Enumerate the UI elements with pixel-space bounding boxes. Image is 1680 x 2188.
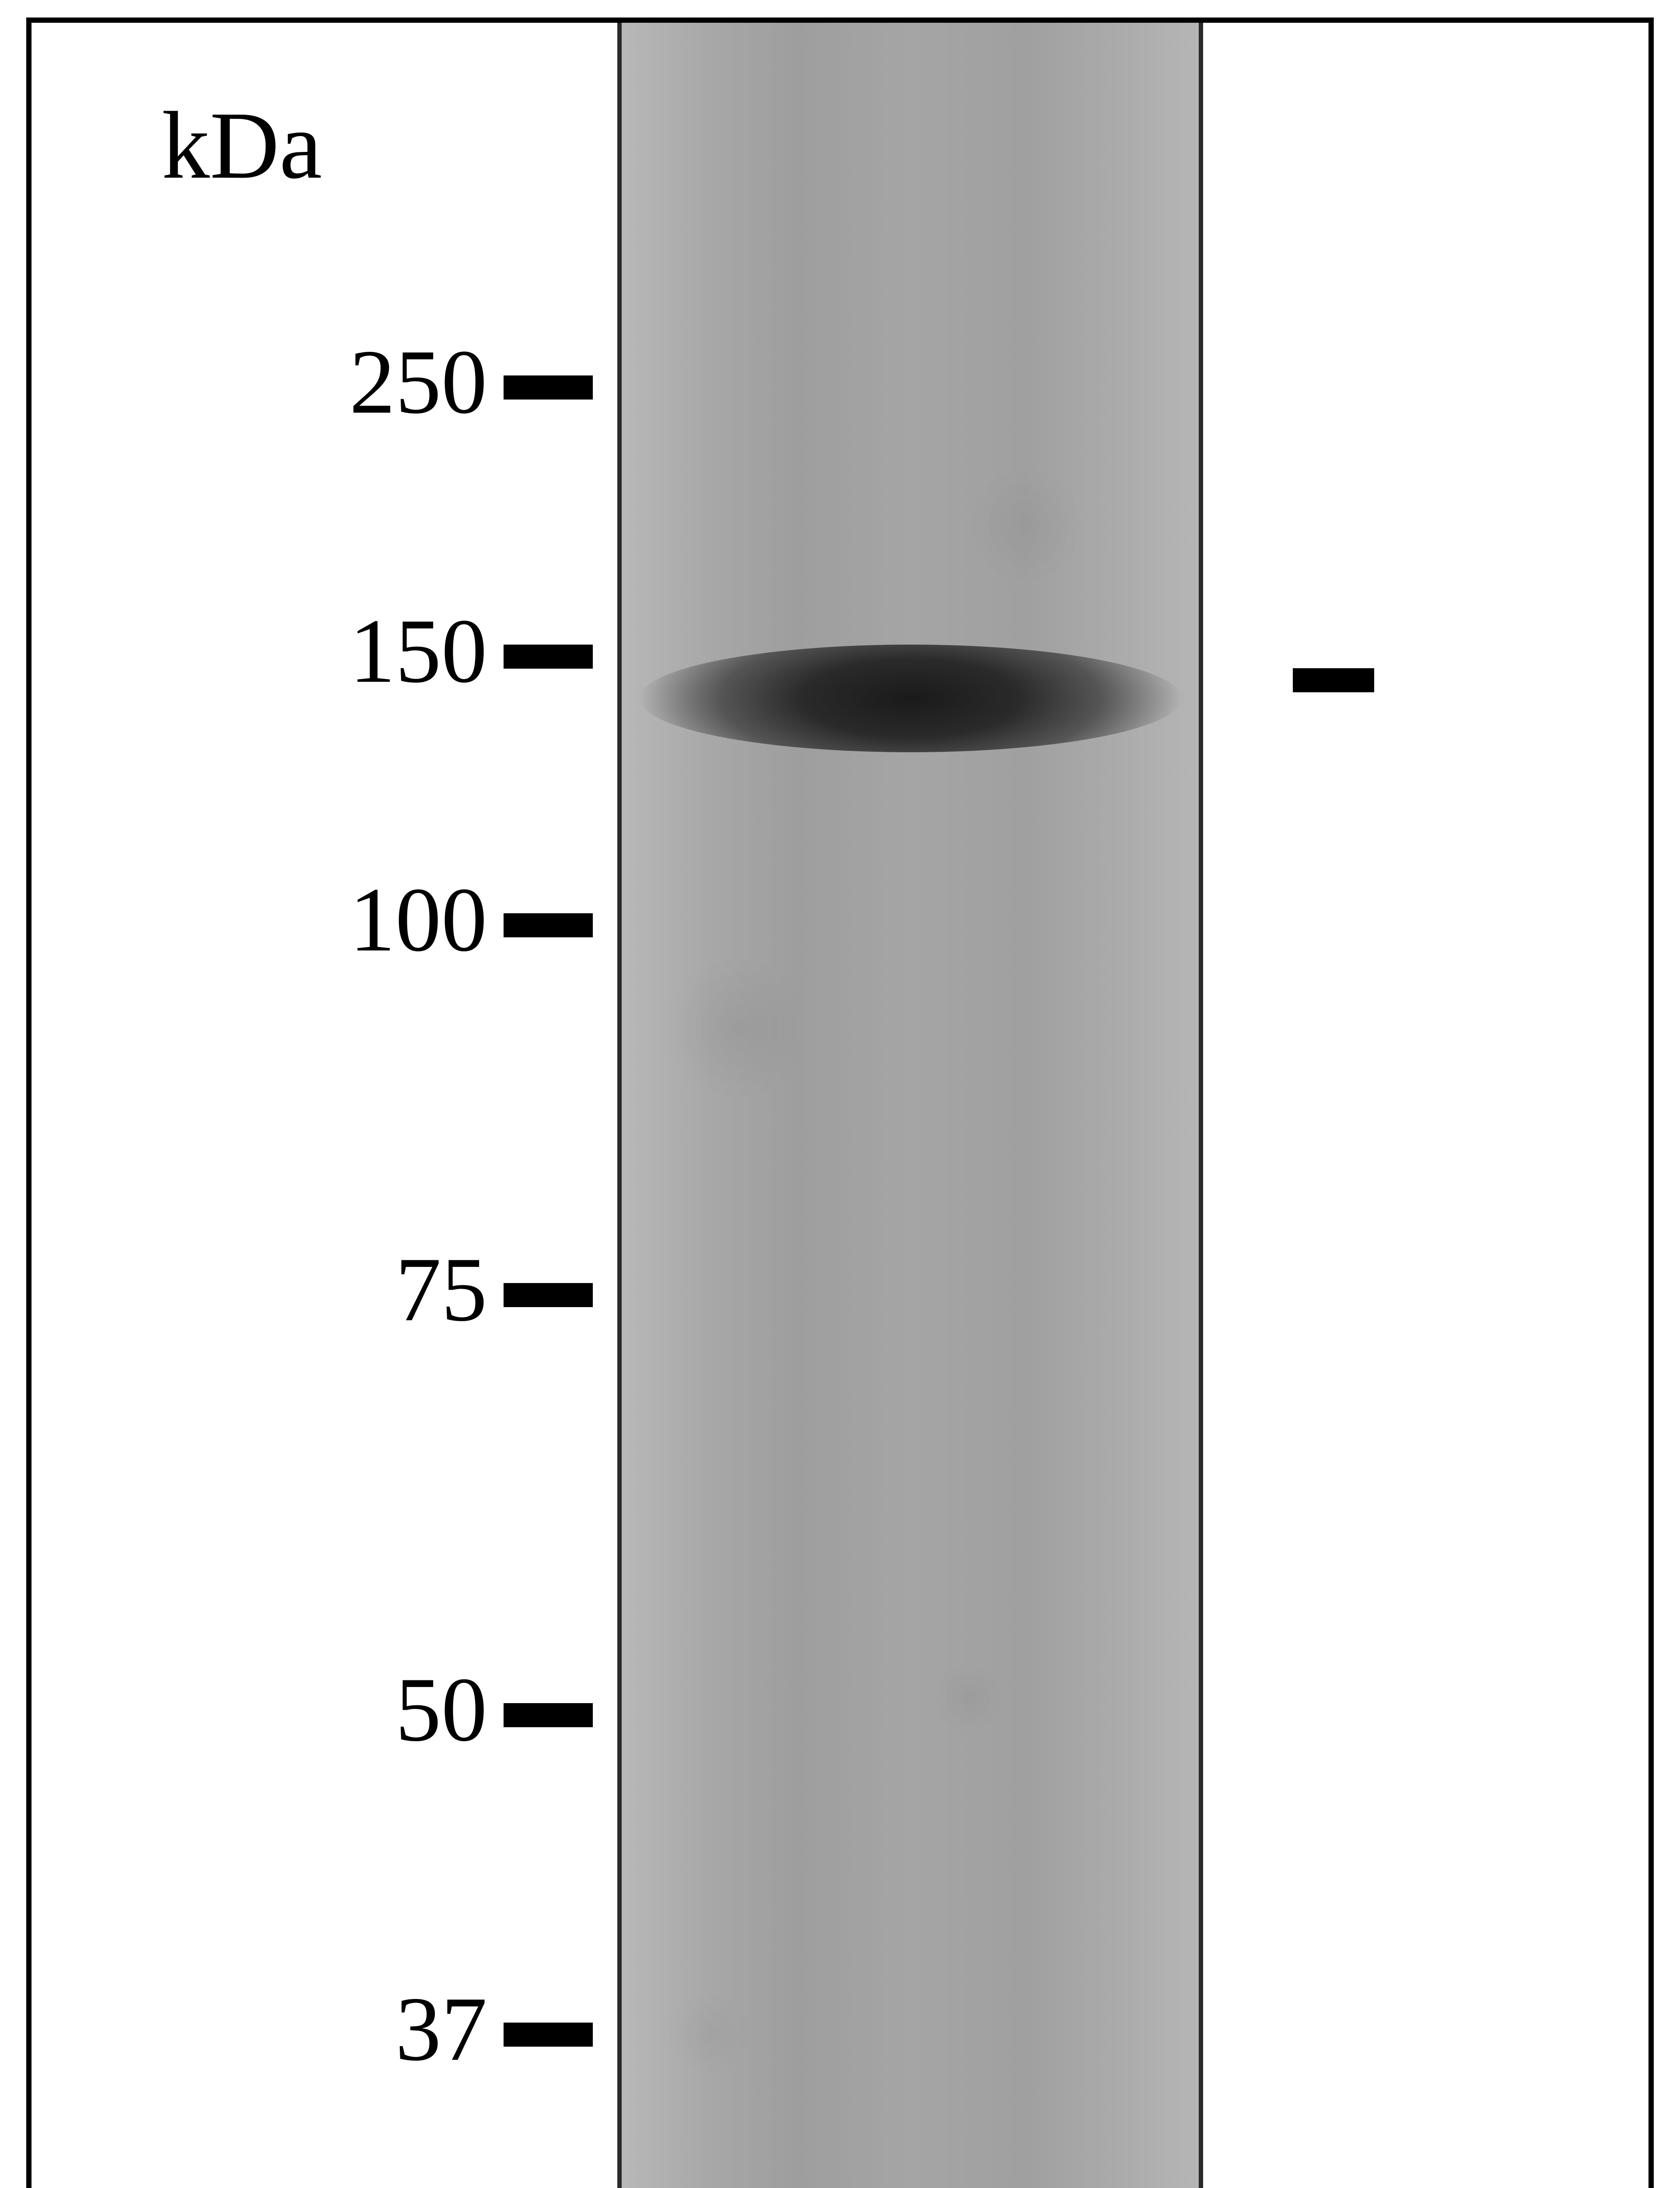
- ladder-tick-37: [504, 2023, 593, 2047]
- ladder-label-50: 50: [129, 1657, 487, 1763]
- ladder-tick-100: [504, 913, 593, 937]
- blot-lane: [617, 23, 1203, 2188]
- ladder-label-150: 150: [129, 599, 487, 704]
- western-blot-figure: kDa 250 150 100 75 50 37 25 20 15: [26, 18, 1654, 2188]
- ladder-tick-50: [504, 1703, 593, 1727]
- ladder-tick-250: [504, 375, 593, 400]
- ladder-tick-150: [504, 645, 593, 669]
- ladder-label-100: 100: [129, 867, 487, 973]
- ladder-label-250: 250: [129, 330, 487, 435]
- protein-band: [639, 645, 1182, 752]
- ladder-label-75: 75: [129, 1237, 487, 1343]
- ladder-label-37: 37: [129, 1977, 487, 2082]
- lane-background-noise: [622, 23, 1199, 2188]
- band-indicator-tick: [1293, 668, 1374, 692]
- kda-unit-label: kDa: [162, 90, 322, 201]
- ladder-tick-75: [504, 1283, 593, 1307]
